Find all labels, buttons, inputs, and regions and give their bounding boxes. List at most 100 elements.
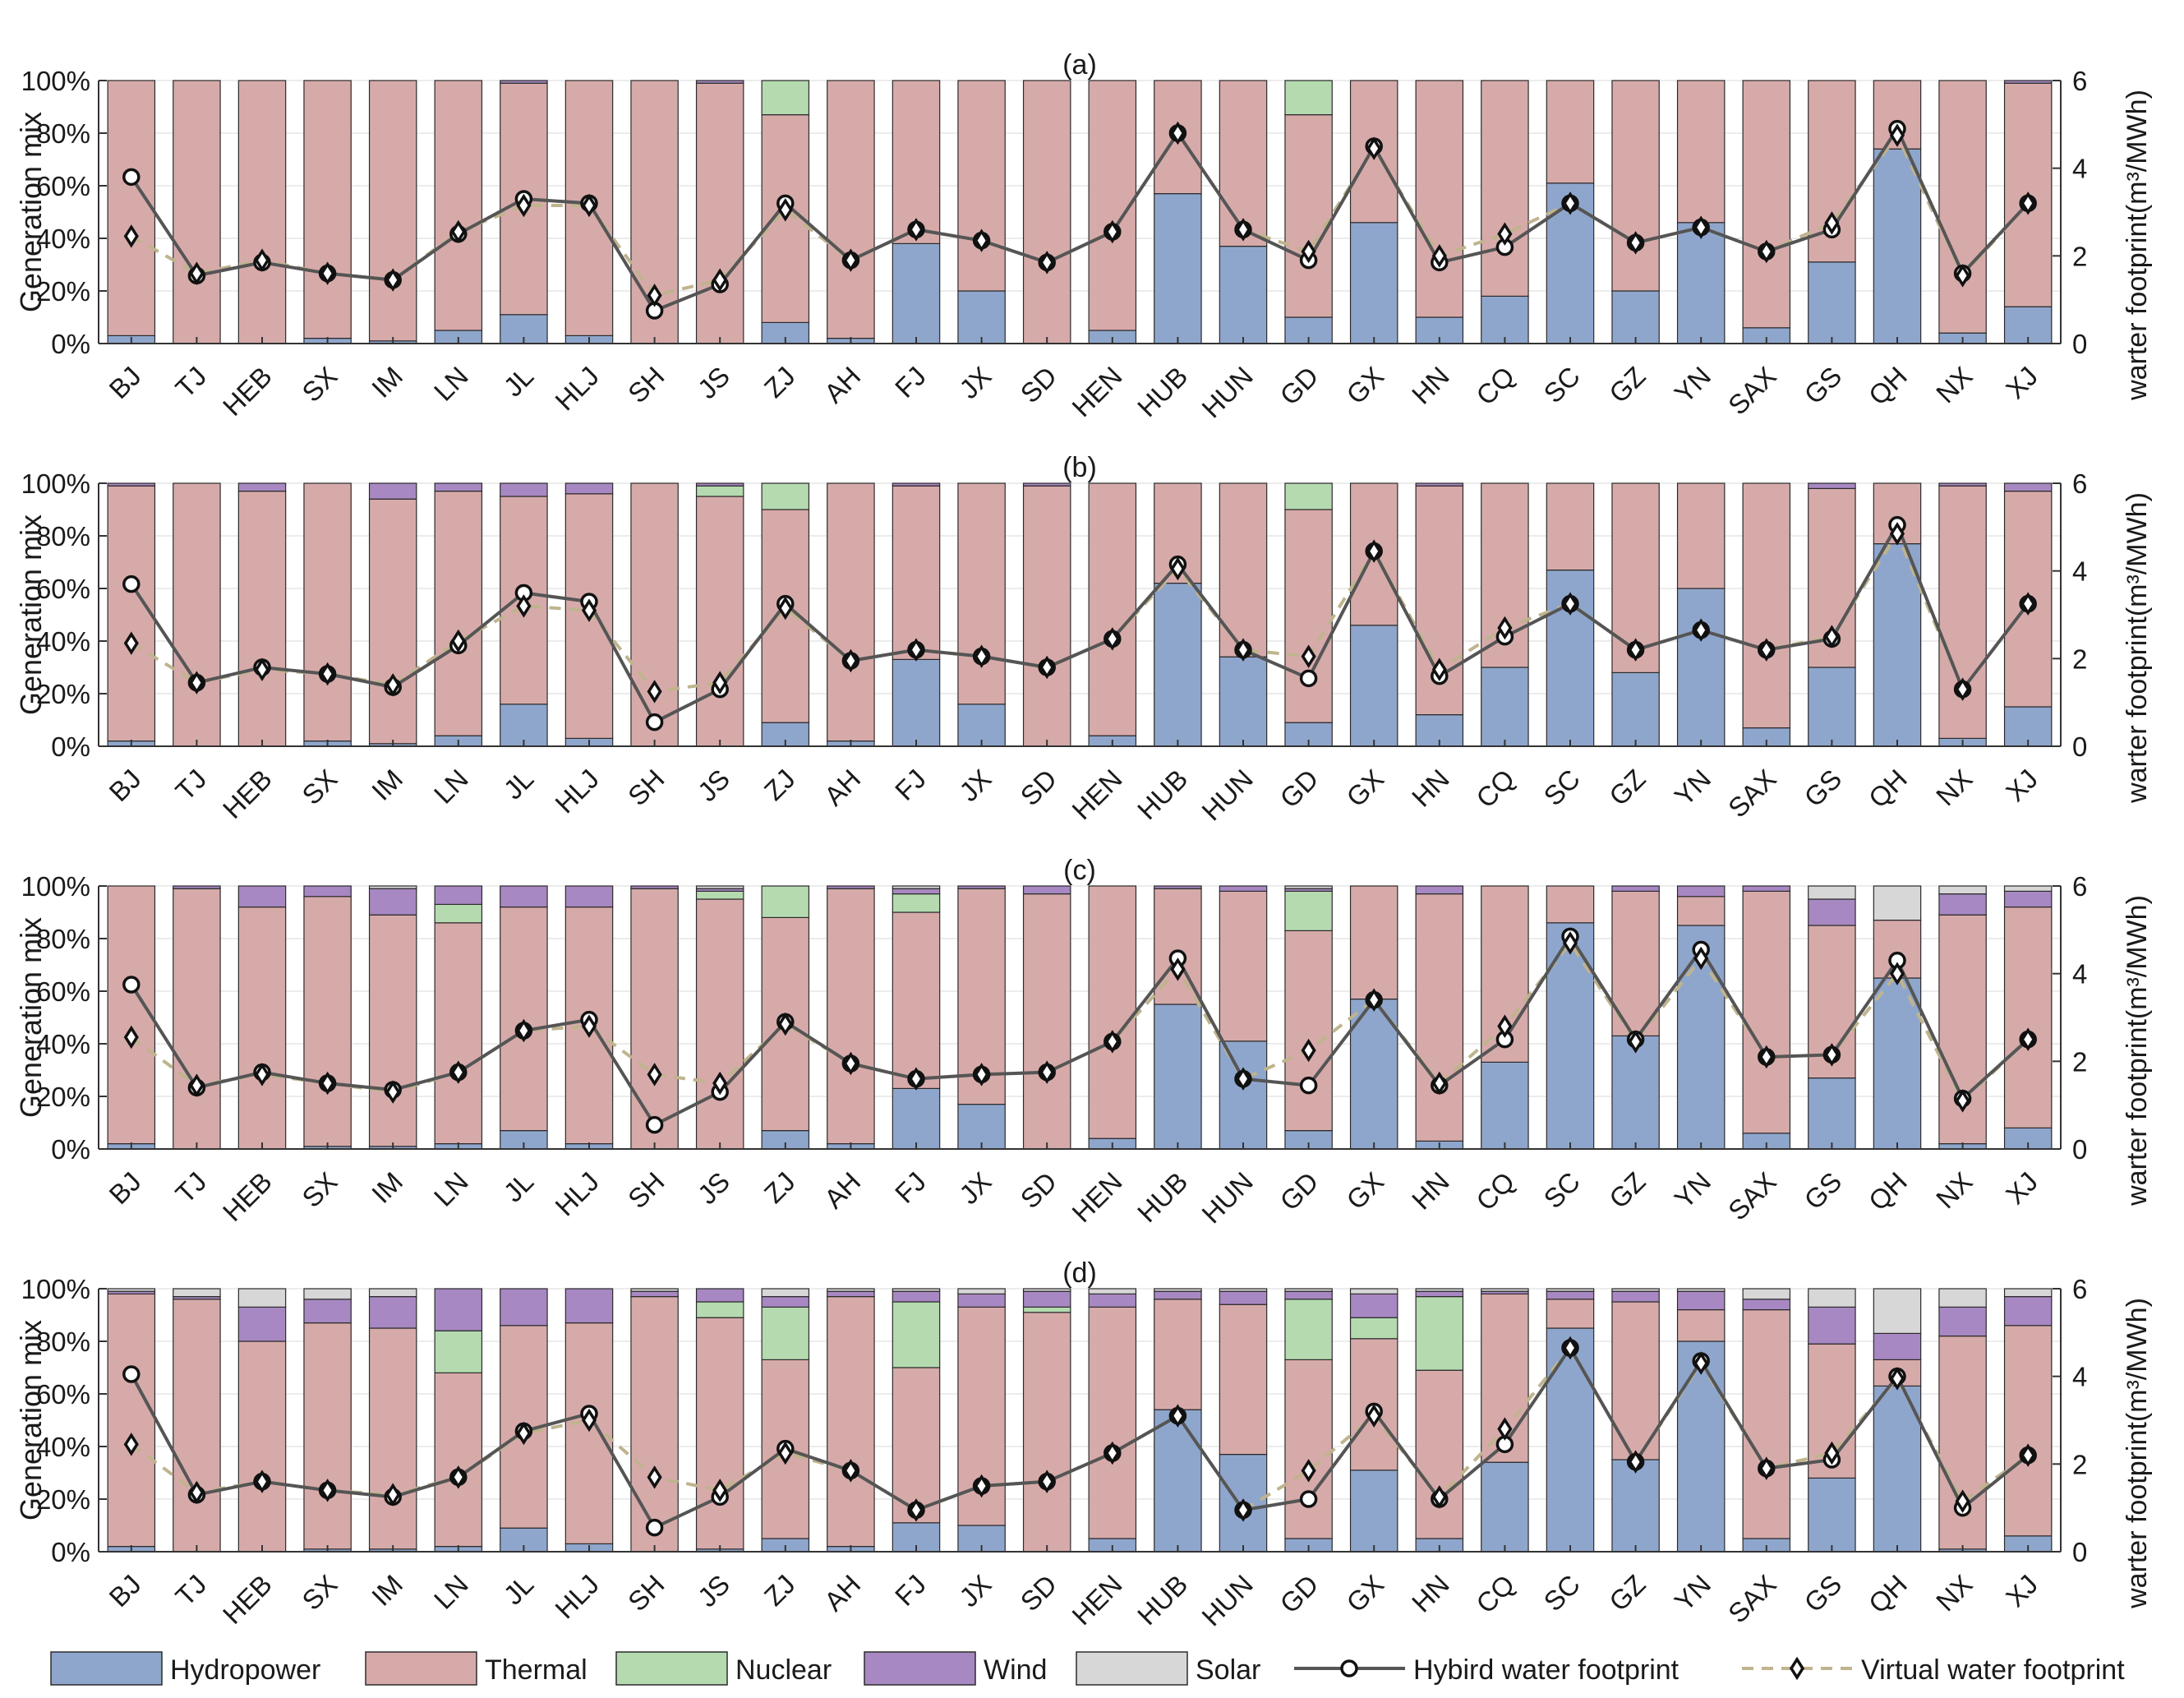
y2-tick-label: 6 — [2072, 871, 2087, 902]
x-tick-label: XJ — [2000, 1166, 2043, 1210]
bar-thermal-fj — [892, 80, 941, 244]
bar-wind-yn — [1676, 885, 1726, 897]
x-tick-label: JX — [953, 764, 997, 807]
bar-wind-heb — [237, 1306, 287, 1342]
bar-wind-sc — [1546, 1290, 1595, 1300]
bar-wind-sax — [1742, 885, 1791, 893]
panel-label: (a) — [1062, 49, 1097, 81]
legend-marker-virtual — [1789, 1656, 1805, 1681]
x-tick-label: SAX — [1722, 764, 1782, 824]
bar-solar-gs — [1808, 885, 1856, 900]
bar-thermal-gz — [1611, 80, 1660, 292]
bar-wind-jx — [957, 1293, 1006, 1308]
y2-tick-label: 4 — [2072, 1362, 2087, 1392]
bar-thermal-gx — [1349, 885, 1398, 1000]
bar-thermal-hun — [1219, 890, 1268, 1042]
point-virtual-ln — [450, 1465, 466, 1489]
x-tick-label: SH — [622, 1569, 670, 1617]
point-virtual-js — [712, 1071, 728, 1096]
point-virtual-hen — [1104, 1441, 1120, 1465]
point-virtual-nx — [1955, 1489, 1970, 1513]
bar-wind-sd — [1022, 885, 1071, 895]
point-virtual-bj — [123, 1025, 139, 1050]
bar-thermal-heb — [237, 906, 287, 1150]
bar-thermal-im — [368, 1327, 417, 1550]
x-tick-label: TJ — [169, 764, 212, 806]
bar-thermal-hen — [1088, 482, 1137, 736]
point-virtual-yn — [1693, 618, 1709, 642]
x-tick-label: TJ — [169, 361, 212, 404]
bar-hydro-cq — [1481, 295, 1529, 344]
y2-tick-label: 6 — [2072, 468, 2087, 499]
bar-hydro-hub — [1154, 193, 1202, 344]
bar-hydro-gz — [1611, 1459, 1660, 1553]
x-tick-label: CQ — [1470, 764, 1520, 814]
bar-thermal-hn — [1415, 80, 1464, 318]
y-tick-label: 40% — [36, 224, 90, 254]
bar-thermal-sc — [1546, 80, 1595, 184]
bar-wind-hub — [1154, 885, 1202, 889]
bar-wind-hlj — [564, 885, 614, 908]
x-tick-label: HUB — [1131, 361, 1193, 422]
bar-thermal-ln — [434, 922, 483, 1145]
x-tick-label: SC — [1537, 361, 1586, 409]
point-virtual-qh — [1889, 522, 1905, 546]
point-virtual-ah — [843, 248, 859, 272]
y2-axis-title: warter footprint(m³/MWh) — [2122, 1298, 2153, 1609]
x-tick-label: ZJ — [758, 764, 801, 806]
point-hybrid-sh — [645, 713, 664, 731]
x-tick-label: XJ — [2000, 361, 2043, 404]
y-tick-label: 20% — [36, 1082, 90, 1112]
bar-wind-ln — [434, 482, 483, 492]
point-virtual-bj — [123, 224, 139, 248]
bar-wind-sx — [303, 885, 352, 897]
legend-swatch-thermal — [365, 1651, 477, 1686]
bar-wind-xj — [2003, 890, 2053, 908]
x-tick-label: GD — [1274, 1569, 1324, 1619]
bar-thermal-xj — [2003, 1325, 2053, 1537]
point-virtual-hun — [1235, 1498, 1251, 1522]
bar-solar-gz — [1611, 1288, 1660, 1292]
bar-solar-xj — [2003, 885, 2053, 893]
x-tick-label: HLJ — [549, 361, 605, 417]
bar-wind-jx — [957, 885, 1006, 889]
bar-thermal-yn — [1676, 1308, 1726, 1342]
bar-thermal-js — [695, 496, 744, 747]
panel-3: (c) 0% 20% 40% 60% 80% 100% 0 2 4 6 Generation mix w… — [14, 855, 2153, 1230]
point-virtual-hn — [1431, 1485, 1447, 1509]
point-virtual-jx — [974, 644, 989, 668]
bar-wind-fj — [892, 888, 941, 895]
bar-solar-im — [368, 885, 417, 889]
point-virtual-bj — [123, 1433, 139, 1456]
y2-tick-label: 6 — [2072, 66, 2087, 96]
point-virtual-hlj — [581, 598, 597, 622]
bar-solar-zj — [761, 1288, 810, 1298]
bar-solar-sd — [1022, 1288, 1071, 1292]
y2-tick-label: 2 — [2072, 644, 2087, 674]
bar-hydro-gx — [1349, 625, 1398, 747]
bar-wind-qh — [1873, 1332, 1922, 1361]
bar-solar-tj — [173, 1288, 221, 1298]
point-hybrid-bj — [122, 1365, 141, 1383]
bar-nuclear-gd — [1284, 80, 1333, 116]
bar-hydro-hub — [1154, 582, 1202, 747]
point-virtual-jx — [974, 228, 989, 252]
bar-wind-tj — [173, 885, 221, 889]
y2-axis-title: warter footprint(m³/MWh) — [2122, 90, 2153, 401]
point-virtual-im — [385, 1483, 401, 1507]
bar-thermal-js — [695, 898, 744, 1150]
bar-thermal-sax — [1742, 80, 1791, 329]
x-tick-label: FJ — [889, 1166, 932, 1209]
y-tick-label: 20% — [36, 679, 90, 709]
bar-wind-hn — [1415, 885, 1464, 895]
bar-thermal-bj — [107, 485, 156, 742]
x-tick-label: LN — [428, 361, 474, 407]
x-tick-label: HUB — [1131, 1166, 1193, 1228]
legend-swatch-nuclear — [615, 1651, 728, 1686]
point-virtual-fj — [908, 1067, 924, 1091]
y2-tick-label: 0 — [2072, 1134, 2087, 1165]
bar-hydro-fj — [892, 1087, 941, 1150]
bar-thermal-tj — [173, 80, 221, 344]
point-virtual-gd — [1301, 1459, 1316, 1483]
